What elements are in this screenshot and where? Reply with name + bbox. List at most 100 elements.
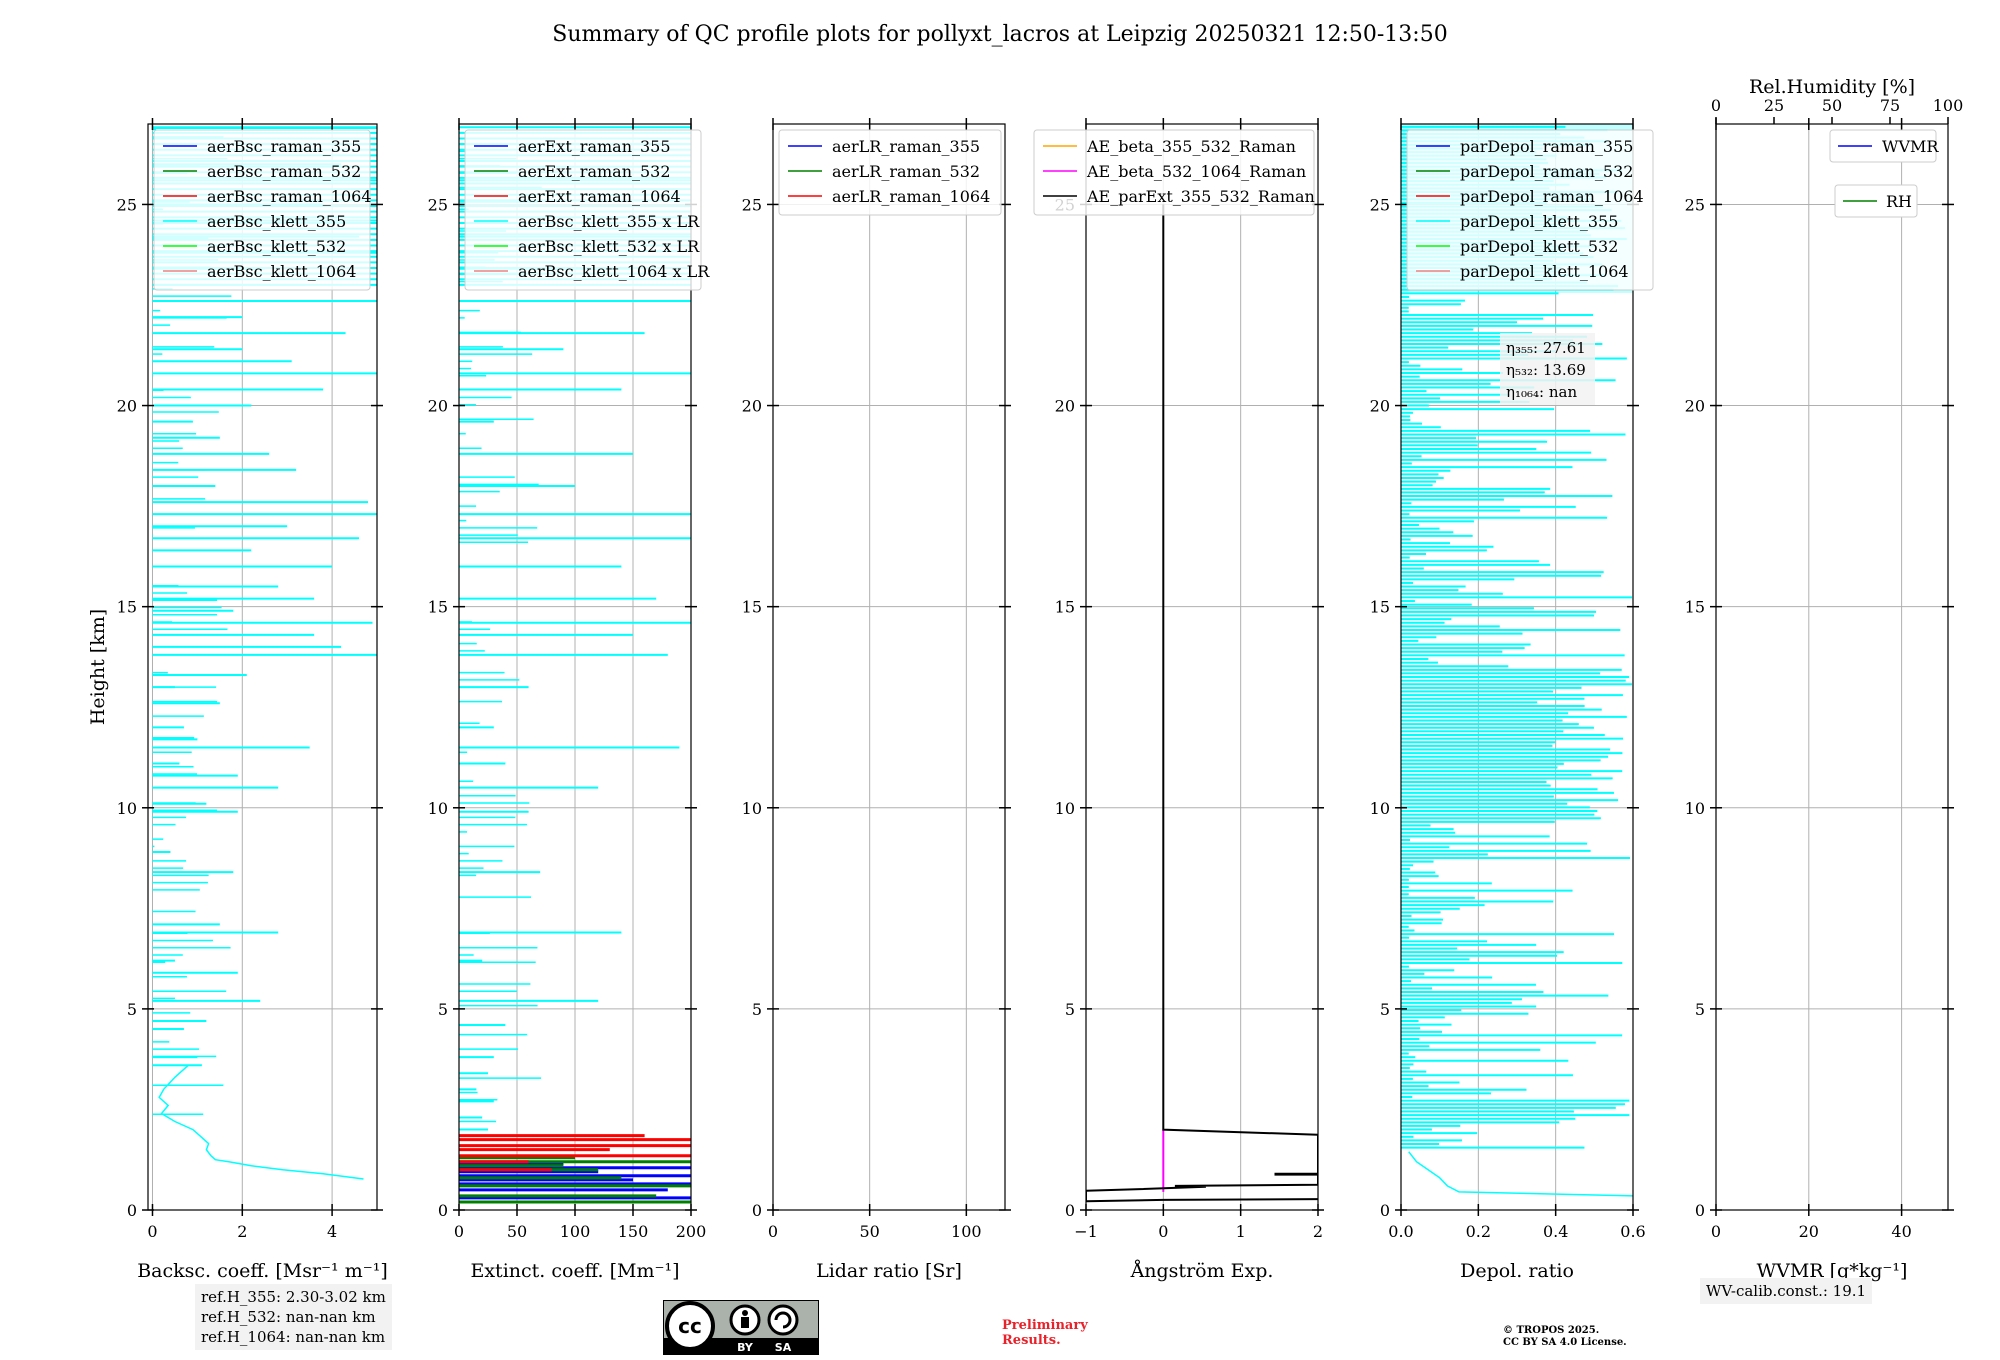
ytick-label: 0 <box>438 1201 448 1220</box>
legend-label: aerBsc_klett_355 x LR <box>518 212 700 231</box>
legend-label: parDepol_raman_532 <box>1460 162 1633 181</box>
eta-box: η₃₅₅: 27.61 η₅₃₂: 13.69 η₁₀₆₄: nan <box>1500 333 1595 405</box>
xtick-label: 50 <box>507 1222 527 1241</box>
figure-title: Summary of QC profile plots for pollyxt_… <box>552 22 1448 47</box>
legend-label: aerLR_raman_1064 <box>832 187 990 206</box>
data-layer-angstrom <box>1086 204 1318 1203</box>
sa-share-icon <box>767 1304 799 1336</box>
xtick-label: 0.6 <box>1620 1222 1645 1241</box>
eta-label: η₁₀₆₄: nan <box>1506 383 1577 401</box>
ytick-label: 10 <box>428 799 448 818</box>
legend-backscatter: aerBsc_raman_355 aerBsc_raman_532 aerBsc_r… <box>153 129 372 291</box>
xtick-label: 1 <box>1236 1222 1246 1241</box>
ytick-label: 20 <box>1055 397 1075 416</box>
ytick-label: 5 <box>1380 1000 1390 1019</box>
legend-label: parDepol_klett_1064 <box>1460 262 1629 281</box>
top-xtick-label: 100 <box>1933 96 1964 115</box>
xtick-label: 20 <box>1799 1222 1819 1241</box>
ytick-label: 0 <box>127 1201 137 1220</box>
ref-height-355: ref.H_355: 2.30-3.02 km <box>201 1288 386 1306</box>
ytick-label: 20 <box>1370 397 1390 416</box>
top-xtick-label: 75 <box>1880 96 1900 115</box>
legend-label: aerBsc_klett_1064 x LR <box>518 262 710 281</box>
legend-label: AE_beta_532_1064_Raman <box>1086 162 1306 181</box>
ytick-label: 25 <box>1685 195 1705 214</box>
ytick-label: 0 <box>1695 1201 1705 1220</box>
ytick-label: 20 <box>742 397 762 416</box>
legend-wvmr: WVMR <box>1829 129 1939 163</box>
xtick-label: 100 <box>951 1222 982 1241</box>
legend-extinction: aerExt_raman_355 aerExt_raman_532 aerExt_r… <box>464 129 710 291</box>
panel-wvmr: 0 5 10 15 20 25 0 20 40 WVMR [g*kg⁻¹] 0 25 50 75 100 Re… <box>1685 76 1964 1282</box>
legend-box <box>464 129 702 291</box>
legend-label: aerExt_raman_532 <box>518 162 671 181</box>
ytick-label: 20 <box>428 397 448 416</box>
axes-frame-wvmr <box>1715 123 1949 1211</box>
ytick-label: 20 <box>117 397 137 416</box>
legend-lidar-ratio: aerLR_raman_355 aerLR_raman_532 aerLR_rama… <box>778 129 1002 216</box>
xtick-label: 0.0 <box>1388 1222 1413 1241</box>
cc-text: cc <box>678 1314 702 1338</box>
xtick-label: 0 <box>147 1222 157 1241</box>
copyright-line-1: © TROPOS 2025. <box>1503 1325 1600 1336</box>
ytick-label: 15 <box>1370 598 1390 617</box>
axes-frame-lidar-ratio <box>772 123 1006 1211</box>
eta-label: η₅₃₂: 13.69 <box>1506 361 1586 379</box>
ytick-label: 5 <box>438 1000 448 1019</box>
cc-circle-icon <box>665 1301 715 1351</box>
panel-extinction: 0 5 10 15 20 25 0 50 100 150 200 Extinct. coeff. [M… <box>428 118 710 1282</box>
xtick-label: 40 <box>1891 1222 1911 1241</box>
ytick-label: 15 <box>428 598 448 617</box>
panel-lidar-ratio: 0 5 10 15 20 25 0 50 100 Lidar ratio [Sr] aerLR_ra… <box>742 118 1011 1282</box>
wv-calib-box: WV-calib.const.: 19.1 <box>1700 1278 1873 1304</box>
ytick-label: 25 <box>742 195 762 214</box>
eta-label: η₃₅₅: 27.61 <box>1506 339 1586 357</box>
by-text: BY <box>737 1341 754 1354</box>
ytick-label: 10 <box>1370 799 1390 818</box>
axes-frame-angstrom <box>1085 123 1319 1211</box>
top-xtick-label: 25 <box>1764 96 1784 115</box>
ytick-label: 10 <box>742 799 762 818</box>
ytick-label: 25 <box>117 195 137 214</box>
ytick-label: 5 <box>752 1000 762 1019</box>
xaxis-label-backscatter: Backsc. coeff. [Msr⁻¹ m⁻¹] <box>137 1260 388 1282</box>
legend-angstrom: AE_beta_355_532_Raman AE_beta_532_1064_Ra… <box>1033 129 1315 216</box>
ytick-label: 10 <box>1055 799 1075 818</box>
ytick-label: 5 <box>1065 1000 1075 1019</box>
ytick-label: 5 <box>1695 1000 1705 1019</box>
xaxis-label-depol: Depol. ratio <box>1460 1260 1574 1282</box>
ytick-label: 20 <box>1685 397 1705 416</box>
top-xtick-label: 0 <box>1711 96 1721 115</box>
xaxis-label-angstrom: Ångström Exp. <box>1130 1260 1274 1282</box>
legend-box <box>1406 129 1654 291</box>
legend-label: aerBsc_raman_355 <box>207 137 361 156</box>
ytick-label: 15 <box>742 598 762 617</box>
ytick-label: 10 <box>117 799 137 818</box>
legend-label: parDepol_klett_532 <box>1460 237 1618 256</box>
legend-label: aerLR_raman_355 <box>832 137 980 156</box>
legend-box <box>1829 129 1937 163</box>
xaxis-label-wvmr: WVMR [g*kg⁻¹] <box>1757 1260 1908 1282</box>
ytick-label: 15 <box>1055 598 1075 617</box>
xtick-label: 2 <box>237 1222 247 1241</box>
preliminary-line-2: Results. <box>1002 1333 1061 1348</box>
xtick-label: 0 <box>454 1222 464 1241</box>
xtick-label: 50 <box>859 1222 879 1241</box>
wv-calib-text: WV-calib.const.: 19.1 <box>1706 1282 1867 1300</box>
preliminary-note: Preliminary Results. <box>1002 1318 1088 1348</box>
panel-backscatter: 0 5 10 15 20 25 0 2 4 Backsc. coeff. [Msr⁻¹ m⁻¹] a… <box>117 118 388 1282</box>
series-profile-aerBsc_klett_355 <box>158 1064 364 1180</box>
legend-label: parDepol_raman_1064 <box>1460 187 1644 206</box>
xtick-label: 2 <box>1313 1222 1323 1241</box>
legend-label: aerExt_raman_355 <box>518 137 671 156</box>
series-profile-parDepol_klett_355 <box>1408 1151 1633 1197</box>
xtick-label: 200 <box>676 1222 707 1241</box>
legend-label: AE_beta_355_532_Raman <box>1086 137 1296 156</box>
legend-box <box>153 129 371 291</box>
xtick-label: 150 <box>618 1222 649 1241</box>
xaxis-label-extinction: Extinct. coeff. [Mm⁻¹] <box>470 1260 679 1282</box>
legend-label: aerBsc_klett_1064 <box>207 262 356 281</box>
top-xaxis-label: Rel.Humidity [%] <box>1749 76 1915 98</box>
